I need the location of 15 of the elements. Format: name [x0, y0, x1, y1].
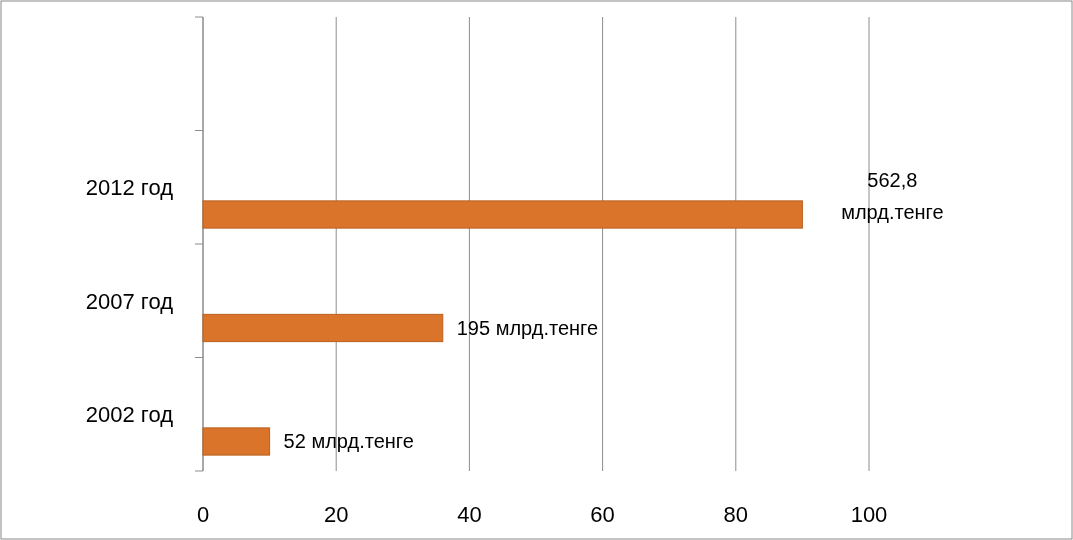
y-tick-label: 2012 год [85, 175, 174, 201]
annotation: 52 млрд.тенге [283, 430, 414, 453]
y-tick-label: 2007 год [85, 288, 174, 314]
bar [202, 427, 271, 456]
x-tick-label: 100 [850, 502, 888, 527]
x-tick-label: 80 [723, 502, 749, 527]
x-tick-label: 20 [323, 502, 349, 527]
x-tick-label: 0 [196, 502, 210, 527]
annotation: 562,8 млрд.тенге [841, 168, 944, 223]
y-tick-label: 2002 год [85, 402, 174, 428]
annotation: 195 млрд.тенге [456, 316, 599, 339]
bar [202, 200, 803, 229]
x-tick-label: 40 [457, 502, 482, 527]
bar [202, 313, 444, 343]
x-tick-label: 60 [590, 502, 615, 527]
